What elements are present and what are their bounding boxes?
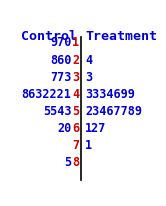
Text: 127: 127 — [85, 122, 106, 135]
Text: 4: 4 — [85, 54, 92, 67]
Text: 1: 1 — [72, 36, 79, 49]
Text: 5: 5 — [64, 156, 72, 169]
Text: 23467789: 23467789 — [85, 105, 142, 118]
Text: 3334699: 3334699 — [85, 88, 135, 101]
Text: Control: Control — [21, 30, 77, 43]
Text: 970: 970 — [50, 36, 72, 49]
Text: 1: 1 — [85, 139, 92, 152]
Text: 2: 2 — [72, 54, 79, 67]
Text: 5543: 5543 — [43, 105, 72, 118]
Text: 3: 3 — [72, 71, 79, 84]
Text: 5: 5 — [72, 105, 79, 118]
Text: 773: 773 — [50, 71, 72, 84]
Text: 860: 860 — [50, 54, 72, 67]
Text: 20: 20 — [57, 122, 72, 135]
Text: 8632221: 8632221 — [22, 88, 72, 101]
Text: Treatment: Treatment — [85, 30, 157, 43]
Text: 3: 3 — [85, 71, 92, 84]
Text: 4: 4 — [72, 88, 79, 101]
Text: 7: 7 — [72, 139, 79, 152]
Text: 6: 6 — [72, 122, 79, 135]
Text: 8: 8 — [72, 156, 79, 169]
